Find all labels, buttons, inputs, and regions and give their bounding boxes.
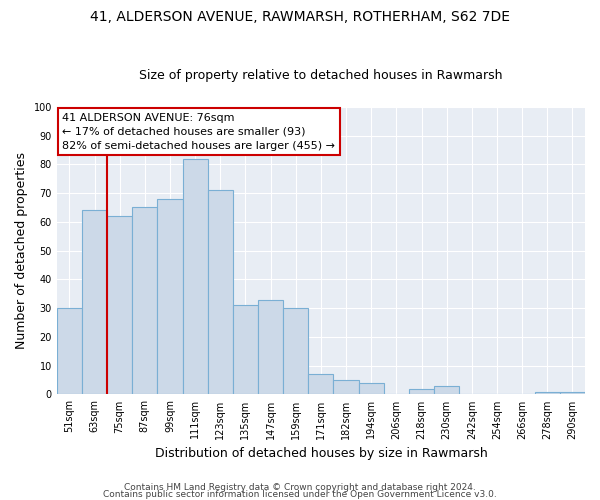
Bar (359, 383, 384, 394)
Text: 41 ALDERSON AVENUE: 76sqm
← 17% of detached houses are smaller (93)
82% of semi-: 41 ALDERSON AVENUE: 76sqm ← 17% of detac… (62, 112, 335, 150)
Bar (107, 216, 132, 394)
Bar (334, 380, 359, 394)
X-axis label: Distribution of detached houses by size in Rawmarsh: Distribution of detached houses by size … (155, 447, 487, 460)
Bar (233, 306, 258, 394)
Text: Contains public sector information licensed under the Open Government Licence v3: Contains public sector information licen… (103, 490, 497, 499)
Bar (82, 210, 107, 394)
Bar (208, 190, 233, 394)
Title: Size of property relative to detached houses in Rawmarsh: Size of property relative to detached ho… (139, 69, 503, 82)
Y-axis label: Number of detached properties: Number of detached properties (15, 152, 28, 349)
Bar (283, 308, 308, 394)
Bar (308, 374, 334, 394)
Bar (258, 300, 283, 394)
Bar (560, 392, 585, 394)
Bar (409, 388, 434, 394)
Bar (157, 199, 182, 394)
Bar (57, 308, 82, 394)
Text: Contains HM Land Registry data © Crown copyright and database right 2024.: Contains HM Land Registry data © Crown c… (124, 484, 476, 492)
Bar (182, 158, 208, 394)
Bar (535, 392, 560, 394)
Bar (434, 386, 459, 394)
Text: 41, ALDERSON AVENUE, RAWMARSH, ROTHERHAM, S62 7DE: 41, ALDERSON AVENUE, RAWMARSH, ROTHERHAM… (90, 10, 510, 24)
Bar (132, 208, 157, 394)
